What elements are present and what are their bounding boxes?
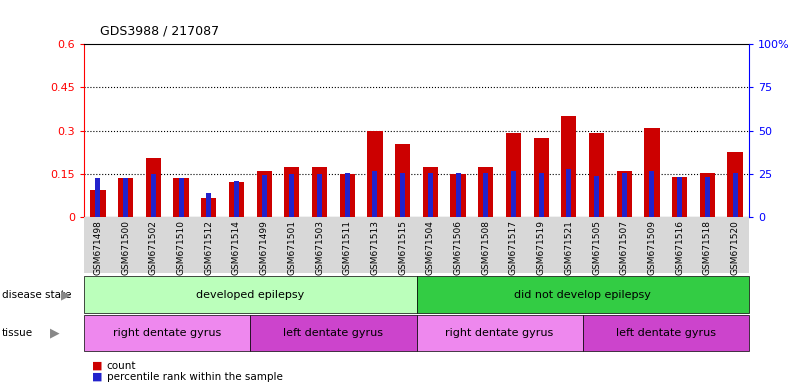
- Bar: [539, 173, 544, 217]
- Text: disease state: disease state: [2, 290, 71, 300]
- Bar: [174, 178, 189, 217]
- Text: GSM671502: GSM671502: [149, 220, 158, 275]
- Text: GDS3988 / 217087: GDS3988 / 217087: [100, 25, 219, 38]
- Text: right dentate gyrus: right dentate gyrus: [113, 328, 221, 338]
- Text: GSM671510: GSM671510: [176, 220, 186, 275]
- Bar: [672, 177, 687, 217]
- Bar: [395, 144, 410, 217]
- Bar: [506, 134, 521, 217]
- Bar: [423, 167, 438, 217]
- Bar: [650, 171, 654, 217]
- Bar: [179, 178, 183, 217]
- Text: right dentate gyrus: right dentate gyrus: [445, 328, 553, 338]
- Text: GSM671511: GSM671511: [343, 220, 352, 275]
- Bar: [256, 171, 272, 217]
- Text: GSM671501: GSM671501: [288, 220, 296, 275]
- Text: GSM671508: GSM671508: [481, 220, 490, 275]
- Bar: [262, 175, 267, 217]
- Text: GSM671515: GSM671515: [398, 220, 407, 275]
- Text: GSM671498: GSM671498: [94, 220, 103, 275]
- Bar: [511, 172, 516, 217]
- Text: percentile rank within the sample: percentile rank within the sample: [107, 372, 283, 382]
- Text: GSM671514: GSM671514: [232, 220, 241, 275]
- Text: GSM671503: GSM671503: [315, 220, 324, 275]
- Bar: [456, 173, 461, 217]
- Text: left dentate gyrus: left dentate gyrus: [616, 328, 716, 338]
- Bar: [151, 174, 156, 217]
- Text: tissue: tissue: [2, 328, 33, 338]
- Bar: [317, 174, 322, 217]
- Text: GSM671517: GSM671517: [509, 220, 518, 275]
- Text: GSM671500: GSM671500: [121, 220, 130, 275]
- Text: GSM671505: GSM671505: [592, 220, 601, 275]
- Bar: [727, 152, 743, 217]
- Bar: [450, 174, 465, 217]
- Bar: [312, 167, 327, 217]
- Text: left dentate gyrus: left dentate gyrus: [284, 328, 384, 338]
- Text: did not develop epilepsy: did not develop epilepsy: [514, 290, 651, 300]
- Bar: [340, 174, 355, 217]
- Bar: [284, 167, 300, 217]
- Bar: [594, 176, 599, 217]
- Text: developed epilepsy: developed epilepsy: [196, 290, 304, 300]
- Bar: [118, 178, 133, 217]
- Bar: [234, 181, 239, 217]
- Bar: [562, 116, 577, 217]
- Text: count: count: [107, 361, 136, 371]
- Text: ■: ■: [92, 372, 103, 382]
- Bar: [368, 131, 383, 217]
- Text: ▶: ▶: [61, 288, 70, 301]
- Bar: [207, 194, 211, 217]
- Bar: [566, 169, 571, 217]
- Bar: [428, 173, 433, 217]
- Text: GSM671507: GSM671507: [620, 220, 629, 275]
- Bar: [622, 173, 626, 217]
- Bar: [95, 178, 100, 217]
- Bar: [617, 172, 632, 217]
- Text: GSM671519: GSM671519: [537, 220, 545, 275]
- Bar: [733, 173, 738, 217]
- Text: ▶: ▶: [50, 327, 60, 339]
- Bar: [483, 173, 489, 217]
- Bar: [705, 177, 710, 217]
- Bar: [229, 182, 244, 217]
- Bar: [644, 127, 659, 217]
- Bar: [146, 158, 161, 217]
- Text: GSM671516: GSM671516: [675, 220, 684, 275]
- Bar: [400, 173, 405, 217]
- Bar: [700, 173, 715, 217]
- Text: GSM671521: GSM671521: [565, 220, 574, 275]
- Text: GSM671513: GSM671513: [371, 220, 380, 275]
- Text: GSM671520: GSM671520: [731, 220, 739, 275]
- Text: GSM671518: GSM671518: [703, 220, 712, 275]
- Text: GSM671504: GSM671504: [426, 220, 435, 275]
- Bar: [478, 167, 493, 217]
- Text: GSM671512: GSM671512: [204, 220, 213, 275]
- Bar: [91, 190, 106, 217]
- Bar: [289, 174, 294, 217]
- Text: ■: ■: [92, 361, 103, 371]
- Bar: [372, 172, 377, 217]
- Bar: [533, 138, 549, 217]
- Bar: [201, 198, 216, 217]
- Text: GSM671509: GSM671509: [647, 220, 657, 275]
- Bar: [677, 177, 682, 217]
- Bar: [123, 178, 128, 217]
- Bar: [344, 173, 350, 217]
- Bar: [589, 134, 604, 217]
- Text: GSM671499: GSM671499: [260, 220, 268, 275]
- Text: GSM671506: GSM671506: [453, 220, 462, 275]
